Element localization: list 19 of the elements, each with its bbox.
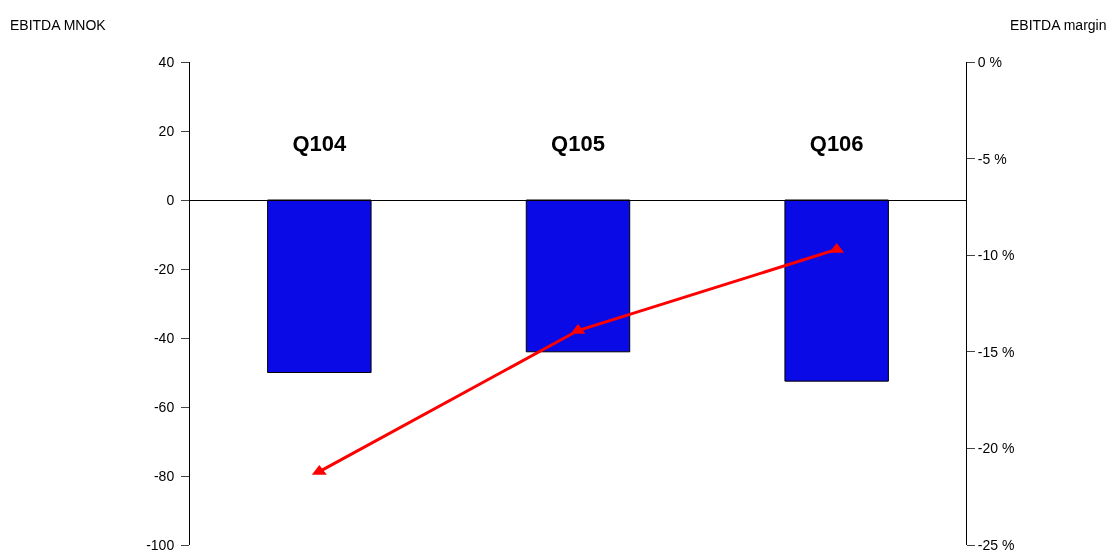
y-tick-label: 0 xyxy=(166,191,175,208)
y2-tick-label: -20 % xyxy=(977,440,1015,457)
x-tick-label: Q105 xyxy=(551,131,605,157)
y-tick-label: -80 xyxy=(153,467,175,484)
y-tick-label: 40 xyxy=(158,53,175,70)
y-tick-label: -40 xyxy=(153,329,175,346)
y2-tick-label: -15 % xyxy=(977,343,1015,360)
y-tick-label: 20 xyxy=(158,122,175,139)
y2-tick-label: 0 % xyxy=(977,53,1002,70)
x-tick-label: Q104 xyxy=(292,131,347,157)
y-tick-label: -100 xyxy=(146,536,175,553)
y2-tick-label: -10 % xyxy=(977,247,1015,264)
y-tick-label: -60 xyxy=(153,398,175,415)
y-tick-label: -20 xyxy=(153,260,175,277)
y2-axis-title: EBITDA margin xyxy=(1010,17,1107,33)
y-axis-title: EBITDA MNOK xyxy=(10,17,107,33)
y2-tick-label: -5 % xyxy=(977,150,1007,167)
x-tick-label: Q106 xyxy=(809,131,864,157)
y2-tick-label: -25 % xyxy=(977,536,1015,553)
